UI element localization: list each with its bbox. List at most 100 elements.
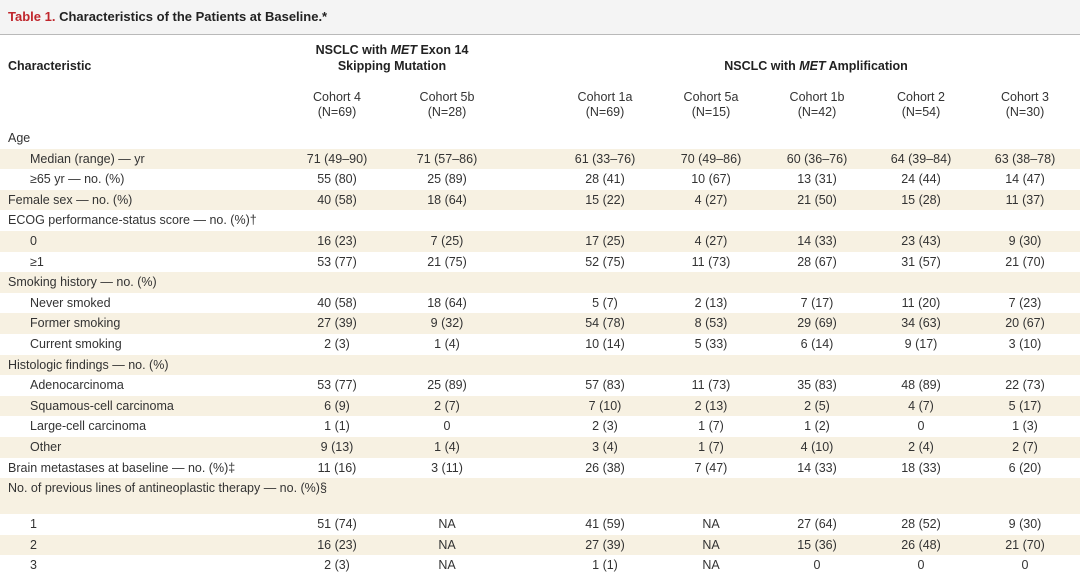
cell-value: 2 (13)	[694, 398, 728, 413]
cell-value: 25 (89)	[427, 378, 467, 393]
cell-value: 14 (47)	[1005, 172, 1045, 187]
row-label: Never smoked	[30, 295, 111, 310]
cohort-name: Cohort 4	[313, 90, 361, 104]
cell-value: 6 (14)	[800, 337, 834, 351]
cell-value: 9 (30)	[1008, 234, 1042, 248]
cell-value: 20 (67)	[1005, 316, 1045, 331]
group-italic: MET	[799, 59, 826, 73]
row-label: Smoking history — no. (%)	[8, 275, 157, 290]
cell-value: 60 (36–76)	[786, 151, 848, 166]
cell-value: 14 (33)	[797, 460, 837, 475]
row-label: Current smoking	[30, 337, 122, 351]
cell-value: 64 (39–84)	[890, 151, 952, 166]
cell-value: 10 (14)	[585, 337, 625, 351]
cell-value: 5 (7)	[592, 295, 618, 310]
cohort-n: (N=15)	[691, 105, 731, 119]
cell-value: 4 (7)	[908, 398, 934, 413]
cell-value: 18 (64)	[427, 192, 467, 207]
cell-value: 28 (67)	[797, 254, 837, 269]
cell-value: 52 (75)	[585, 254, 625, 269]
cell-value: 11 (37)	[1005, 192, 1045, 207]
cell-value: 57 (83)	[585, 378, 625, 393]
cell-value: 7 (25)	[430, 234, 464, 248]
cell-value: 7 (23)	[1008, 295, 1042, 310]
cell-value: 23 (43)	[901, 234, 941, 248]
group-header: NSCLC with MET Exon 14 Skipping Mutation	[297, 42, 487, 74]
table-row: ECOG performance-status score — no. (%)†	[0, 210, 1080, 231]
cell-value: 51 (74)	[317, 517, 357, 532]
cell-value: 35 (83)	[797, 378, 837, 393]
cohort-n: (N=42)	[797, 105, 837, 119]
table-row: Never smoked 40 (58) 18 (64) 5 (7) 2 (13) 7 (…	[0, 293, 1080, 314]
cohort-header: Cohort 1a (N=69)	[550, 90, 660, 120]
cell-value: 0	[1021, 558, 1029, 573]
cell-value: 5 (17)	[1008, 398, 1042, 413]
cell-value: NA	[702, 558, 720, 573]
cohort-n: (N=69)	[317, 105, 357, 119]
table-row: 2 16 (23) NA 27 (39) NA 15 (36) 26 (48) 21 (70)	[0, 534, 1080, 556]
table-row: Other 9 (13) 1 (4) 3 (4) 1 (7) 4 (10) 2 (4) 2 (…	[0, 437, 1080, 458]
cell-value: 0	[917, 558, 925, 573]
cell-value: 54 (78)	[585, 316, 625, 331]
cell-value: 1 (7)	[698, 419, 724, 434]
cell-value: NA	[438, 537, 456, 552]
cell-value: 16 (23)	[317, 234, 357, 248]
column-header: Characteristic	[8, 59, 92, 73]
cell-value: 16 (23)	[317, 537, 357, 552]
cell-value: 2 (3)	[324, 558, 350, 573]
cell-value: 2 (5)	[804, 398, 830, 413]
cell-value: 2 (13)	[694, 295, 728, 310]
cell-value: 1 (1)	[592, 558, 618, 573]
cell-value: 1 (1)	[324, 419, 350, 434]
cell-value: 11 (16)	[317, 460, 357, 475]
cohort-header: Cohort 5a (N=15)	[656, 90, 766, 120]
cell-value: 27 (64)	[797, 517, 837, 532]
cell-value: 7 (10)	[588, 398, 622, 413]
cell-value: 14 (33)	[797, 234, 837, 248]
cell-value: 53 (77)	[317, 378, 357, 393]
cell-value: 4 (27)	[694, 192, 728, 207]
cell-value: 4 (27)	[694, 234, 728, 248]
cell-value: 40 (58)	[317, 295, 357, 310]
cell-value: 24 (44)	[901, 172, 941, 187]
cell-value: 71 (49–90)	[306, 151, 368, 166]
table-row: Smoking history — no. (%)	[0, 272, 1080, 293]
table-title: Characteristics of the Patients at Basel…	[59, 9, 328, 24]
cell-value: 11 (73)	[691, 378, 731, 393]
table-row: 0 16 (23) 7 (25) 17 (25) 4 (27) 14 (33) 23 (43…	[0, 231, 1080, 252]
cell-value: 41 (59)	[585, 517, 625, 532]
cohort-header: Cohort 5b (N=28)	[392, 90, 502, 120]
table-row: Age	[0, 128, 1080, 149]
row-label: Histologic findings — no. (%)	[8, 357, 169, 372]
cohort-header: Cohort 2 (N=54)	[866, 90, 976, 120]
row-label: Age	[8, 131, 31, 145]
row-label: ≥65 yr — no. (%)	[30, 172, 125, 187]
cohort-name: Cohort 1a	[577, 90, 633, 104]
cell-value: 1 (7)	[698, 440, 724, 454]
row-label: No. of previous lines of antineoplastic …	[8, 481, 327, 496]
cell-value: 21 (70)	[1005, 537, 1045, 552]
cell-value: 11 (73)	[691, 254, 731, 269]
cohort-name: Cohort 5a	[683, 90, 739, 104]
cell-value: 2 (7)	[434, 398, 460, 413]
cell-value: 15 (22)	[585, 192, 625, 207]
cell-value: NA	[702, 517, 720, 532]
group-text: Exon 14 Skipping Mutation	[337, 43, 469, 73]
row-label: 2	[30, 537, 37, 552]
cell-value: 5 (33)	[694, 337, 728, 351]
cell-value: 26 (48)	[901, 537, 941, 552]
cell-value: 1 (2)	[804, 419, 830, 434]
cell-value: 6 (9)	[324, 398, 350, 413]
cohort-header: Cohort 4 (N=69)	[282, 90, 392, 120]
cell-value: 29 (69)	[797, 316, 837, 331]
cell-value: 34 (63)	[901, 316, 941, 331]
cell-value: 17 (25)	[585, 234, 625, 248]
cell-value: 21 (50)	[797, 192, 837, 207]
cell-value: 26 (38)	[585, 460, 625, 475]
cell-value: NA	[438, 517, 456, 532]
cell-value: 9 (17)	[904, 337, 938, 351]
cell-value: 1 (4)	[434, 440, 460, 454]
cell-value: 22 (73)	[1005, 378, 1045, 393]
cell-value: 0	[917, 419, 925, 434]
cell-value: 1 (3)	[1012, 419, 1038, 434]
